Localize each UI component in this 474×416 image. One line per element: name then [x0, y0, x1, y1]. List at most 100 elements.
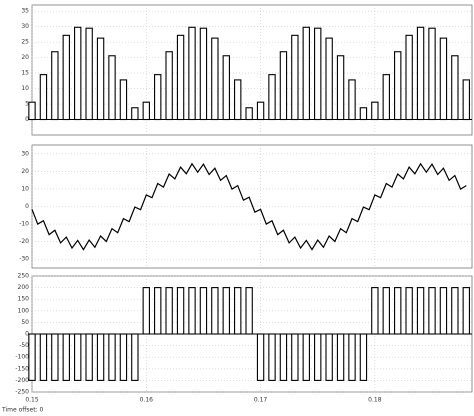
pulse [199, 27, 208, 121]
pulse [451, 55, 459, 121]
pulse [142, 287, 150, 335]
y-tick-label: 200 [18, 284, 30, 291]
y-tick-label: -250 [15, 389, 29, 396]
pulse [314, 333, 322, 381]
y-tick-label: -50 [19, 342, 29, 349]
y-tick-label: 150 [18, 296, 30, 303]
y-tick-label: -100 [15, 354, 29, 361]
pulse [371, 101, 379, 121]
pulse [348, 333, 356, 381]
pulse [348, 79, 356, 121]
pulse [234, 79, 242, 121]
pulse [131, 107, 139, 121]
pulse [39, 333, 48, 381]
y-tick-label: 15 [21, 70, 29, 77]
pulse [108, 55, 116, 121]
pulse [394, 287, 402, 335]
pulse [416, 26, 425, 121]
y-tick-label: 25 [21, 39, 29, 46]
pulse [176, 287, 185, 335]
pulse [394, 51, 402, 121]
pulse [108, 333, 116, 381]
pulse [405, 34, 413, 121]
pulse [302, 26, 310, 121]
y-tick-label: -200 [15, 377, 29, 384]
time-offset: Time offset: 0 [1, 407, 43, 414]
pulse [62, 333, 70, 381]
signal-line [31, 162, 467, 251]
y-tick-label: 10 [21, 85, 29, 92]
pulse [291, 34, 299, 121]
pulse [325, 333, 333, 381]
pulse [85, 333, 93, 381]
pulse [428, 287, 436, 335]
pulse [302, 333, 310, 381]
y-tick-label: 5 [25, 101, 29, 108]
pulse [382, 287, 390, 335]
y-tick-label: 35 [21, 8, 29, 15]
x-tick-label: 0.17 [254, 397, 268, 404]
pulse [428, 27, 436, 121]
pulse [62, 34, 70, 121]
y-tick-label: 250 [18, 273, 30, 280]
pulse [154, 287, 162, 335]
y-tick-label: 0 [25, 116, 29, 123]
y-tick-label: 10 [21, 185, 29, 192]
pulse [119, 333, 128, 381]
y-tick-label: 50 [21, 319, 29, 326]
pulse [51, 333, 59, 381]
pulse [154, 74, 162, 121]
pulse [256, 333, 265, 381]
pulse [222, 287, 230, 335]
pulse [245, 287, 253, 335]
pulse [359, 107, 368, 121]
pulse [439, 37, 448, 121]
pulse [96, 333, 105, 381]
y-tick-label: 30 [21, 23, 29, 30]
pulse [165, 51, 173, 121]
pulse [85, 27, 93, 121]
pulse [336, 55, 345, 121]
pulse [176, 34, 185, 121]
pulse [211, 37, 219, 121]
pulse [119, 79, 128, 121]
pulse [416, 287, 425, 335]
pulse [131, 333, 139, 381]
pulse [222, 55, 230, 121]
pulse [28, 101, 36, 121]
pulse [74, 26, 82, 121]
pulse [325, 37, 333, 121]
pulse [39, 74, 48, 121]
pulse [279, 333, 288, 381]
pulse [165, 287, 173, 335]
y-tick-label: 100 [18, 307, 30, 314]
pulse [359, 333, 368, 381]
pulse [256, 101, 265, 121]
pulse [188, 287, 196, 335]
y-tick-label: 30 [21, 150, 29, 157]
pulse [51, 51, 59, 121]
pulse [211, 287, 219, 335]
pulse [96, 37, 105, 121]
pulse [279, 51, 288, 121]
pulse [462, 79, 470, 121]
pulse [28, 333, 36, 381]
pulse [405, 287, 413, 335]
pulse [268, 333, 276, 381]
pulse [245, 107, 253, 121]
pulse [382, 74, 390, 121]
x-tick-label: 0.15 [25, 397, 39, 404]
pulse [451, 287, 459, 335]
y-tick-label: -10 [19, 221, 29, 228]
pulse [314, 27, 322, 121]
x-tick-label: 0.18 [368, 397, 382, 404]
pulse [268, 74, 276, 121]
pulse [291, 333, 299, 381]
y-tick-label: -150 [15, 365, 29, 372]
pulse [462, 287, 470, 335]
pulse [234, 287, 242, 335]
y-tick-label: -20 [19, 238, 29, 245]
y-tick-label: 0 [25, 203, 29, 210]
pulse [199, 287, 208, 335]
